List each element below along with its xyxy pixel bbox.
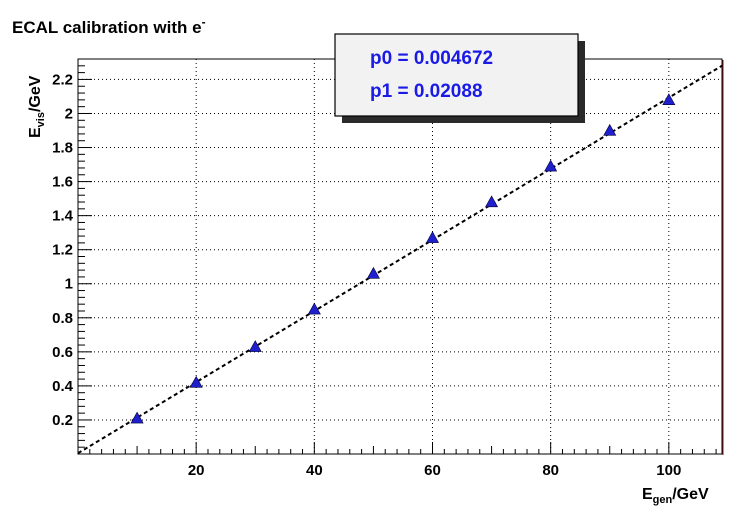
y-tick-label: 1.2 bbox=[52, 242, 73, 259]
y-tick-label: 0.4 bbox=[52, 378, 74, 395]
data-point-marker bbox=[603, 123, 617, 136]
y-tick-label: 1.4 bbox=[52, 208, 74, 225]
y-tick-label: 1.6 bbox=[52, 174, 73, 191]
y-tick-label: 2 bbox=[65, 105, 73, 122]
x-tick-label: 60 bbox=[424, 462, 441, 479]
x-tick-label: 100 bbox=[656, 462, 681, 479]
y-axis-title-sub: vis bbox=[35, 112, 47, 127]
x-tick-label: 80 bbox=[542, 462, 559, 479]
y-tick-label: 0.8 bbox=[52, 310, 73, 327]
data-point-marker bbox=[130, 411, 144, 424]
y-axis-title-group: Evis/GeV bbox=[27, 75, 47, 138]
y-tick-label: 1.8 bbox=[52, 140, 73, 157]
y-axis-title: Evis/GeV bbox=[27, 75, 47, 138]
x-axis-title-unit: /GeV bbox=[672, 486, 709, 503]
points-layer bbox=[130, 93, 676, 424]
fit-layer bbox=[77, 64, 723, 455]
stats-p1: p1 = 0.02088 bbox=[370, 81, 483, 102]
data-point-marker bbox=[366, 266, 380, 279]
x-axis-title: Egen/GeV bbox=[642, 486, 709, 506]
data-point-marker bbox=[662, 93, 676, 105]
x-tick-label: 20 bbox=[188, 462, 205, 479]
y-tick-label: 1 bbox=[65, 276, 73, 293]
y-tick-label: 0.2 bbox=[52, 412, 73, 429]
y-axis-title-unit: /GeV bbox=[27, 75, 44, 112]
x-axis-title-main: E bbox=[642, 486, 653, 503]
y-axis-title-main: E bbox=[27, 127, 44, 138]
data-point-marker bbox=[485, 195, 499, 208]
x-axis-title-sub: gen bbox=[653, 494, 673, 506]
plot-frame bbox=[77, 58, 723, 455]
chart-title: ECAL calibration with e- bbox=[12, 15, 206, 37]
stats-box-panel bbox=[334, 33, 579, 117]
fit-stats-box: p0 = 0.004672 p1 = 0.02088 bbox=[334, 33, 585, 123]
x-tick-label: 40 bbox=[306, 462, 323, 479]
data-point-marker bbox=[425, 231, 440, 243]
chart-title-superscript: - bbox=[202, 15, 206, 29]
stats-p0: p0 = 0.004672 bbox=[370, 48, 493, 69]
data-point-marker bbox=[544, 159, 558, 172]
y-tick-label: 2.2 bbox=[52, 71, 73, 88]
data-point-marker bbox=[307, 302, 321, 315]
data-point-marker bbox=[189, 375, 203, 388]
axes-layer: 20 40 60 80 100 0.2 0.4 0.6 0.8 1 1.2 1.4 1.6 1.8 2 2.2 bbox=[52, 65, 717, 479]
chart-title-main: ECAL calibration with e bbox=[12, 18, 202, 37]
y-tick-label: 0.6 bbox=[52, 344, 73, 361]
grid-layer bbox=[78, 59, 722, 454]
data-point-marker bbox=[248, 340, 262, 352]
fit-line bbox=[77, 64, 723, 455]
